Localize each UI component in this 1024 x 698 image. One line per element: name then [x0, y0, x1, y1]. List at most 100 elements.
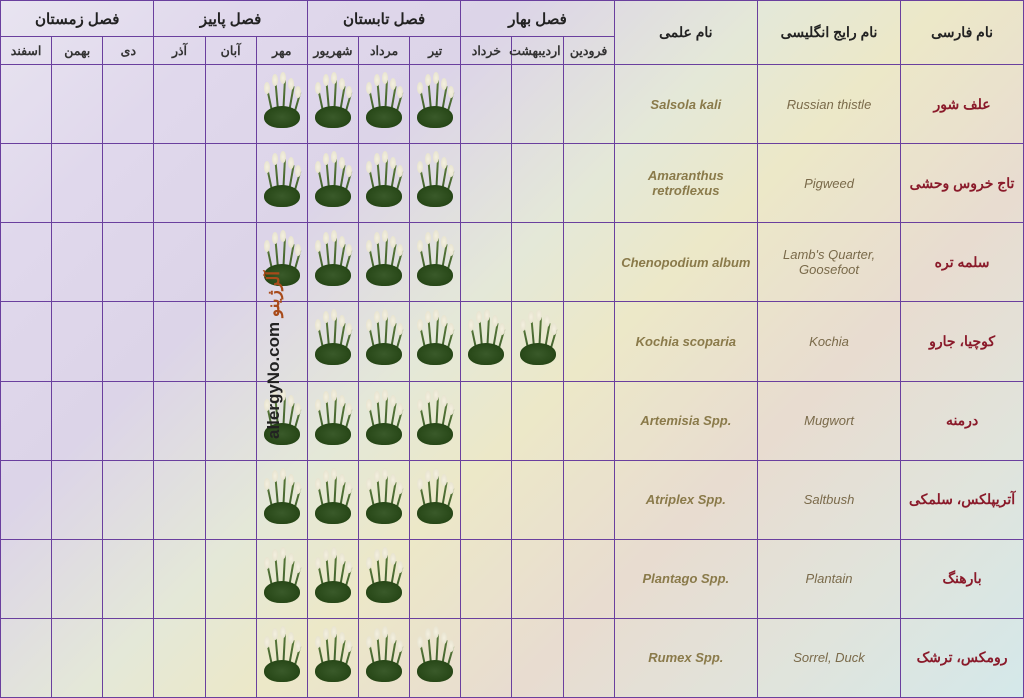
- season-spring: فصل بهار: [461, 1, 614, 37]
- month-cell: [563, 302, 614, 381]
- month-aban: آبان: [205, 37, 256, 65]
- plant-icon: [312, 395, 354, 447]
- month-cell: [1, 144, 52, 223]
- month-cell: [205, 223, 256, 302]
- month-cell: [461, 65, 512, 144]
- plant-icon: [363, 78, 405, 130]
- month-cell: [410, 539, 461, 618]
- month-bahman: بهمن: [52, 37, 103, 65]
- pollen-calendar-table: فصل زمستان فصل پاییز فصل تابستان فصل بها…: [0, 0, 1024, 698]
- plant-icon: [363, 236, 405, 288]
- month-cell: [512, 144, 563, 223]
- month-cell: [563, 144, 614, 223]
- farsi-name: آتریپلکس، سلمکی: [901, 460, 1024, 539]
- plant-icon: [363, 474, 405, 526]
- month-cell: [307, 539, 358, 618]
- month-cell: [256, 144, 307, 223]
- header-scientific: نام علمی: [614, 1, 757, 65]
- plant-icon: [414, 632, 456, 684]
- farsi-name: کوچیا، جارو: [901, 302, 1024, 381]
- table-row: Amaranthus retroflexusPigweedتاج خروس وح…: [1, 144, 1024, 223]
- month-cell: [154, 302, 205, 381]
- month-cell: [359, 381, 410, 460]
- plant-icon: [312, 157, 354, 209]
- month-cell: [563, 223, 614, 302]
- month-cell: [410, 65, 461, 144]
- month-cell: [256, 460, 307, 539]
- month-cell: [563, 381, 614, 460]
- farsi-name: سلمه تره: [901, 223, 1024, 302]
- month-cell: [154, 65, 205, 144]
- scientific-name: Artemisia Spp.: [614, 381, 757, 460]
- month-esfand: اسفند: [1, 37, 52, 65]
- month-cell: [205, 539, 256, 618]
- month-cell: [307, 144, 358, 223]
- month-cell: [256, 618, 307, 697]
- month-cell: [103, 223, 154, 302]
- season-autumn: فصل پاییز: [154, 1, 307, 37]
- month-cell: [52, 618, 103, 697]
- english-name: Lamb's Quarter, Goosefoot: [757, 223, 900, 302]
- scientific-name: Amaranthus retroflexus: [614, 144, 757, 223]
- plant-icon: [261, 236, 303, 288]
- month-cell: [205, 460, 256, 539]
- plant-icon: [312, 236, 354, 288]
- month-tir: تیر: [410, 37, 461, 65]
- plant-icon: [261, 157, 303, 209]
- table-row: Atriplex Spp.Saltbushآتریپلکس، سلمکی: [1, 460, 1024, 539]
- plant-icon: [414, 395, 456, 447]
- plant-icon: [312, 632, 354, 684]
- month-cell: [307, 460, 358, 539]
- month-cell: [512, 539, 563, 618]
- plant-icon: [414, 315, 456, 367]
- month-cell: [461, 460, 512, 539]
- plant-icon: [363, 553, 405, 605]
- plant-icon: [312, 315, 354, 367]
- month-cell: [52, 539, 103, 618]
- plant-icon: [363, 395, 405, 447]
- month-cell: [103, 302, 154, 381]
- month-cell: [307, 302, 358, 381]
- month-cell: [103, 618, 154, 697]
- month-cell: [52, 223, 103, 302]
- month-cell: [359, 223, 410, 302]
- month-cell: [512, 460, 563, 539]
- table-row: Plantago Spp.Plantainبارهنگ: [1, 539, 1024, 618]
- month-cell: [461, 539, 512, 618]
- month-cell: [256, 381, 307, 460]
- scientific-name: Kochia scoparia: [614, 302, 757, 381]
- month-cell: [1, 223, 52, 302]
- month-cell: [410, 144, 461, 223]
- month-cell: [1, 618, 52, 697]
- month-cell: [307, 65, 358, 144]
- month-cell: [1, 302, 52, 381]
- farsi-name: درمنه: [901, 381, 1024, 460]
- month-cell: [410, 460, 461, 539]
- plant-icon: [465, 315, 507, 367]
- month-cell: [256, 65, 307, 144]
- month-khordad: خرداد: [461, 37, 512, 65]
- month-cell: [205, 618, 256, 697]
- month-cell: [256, 223, 307, 302]
- english-name: Kochia: [757, 302, 900, 381]
- month-cell: [359, 65, 410, 144]
- month-cell: [512, 381, 563, 460]
- plant-icon: [363, 632, 405, 684]
- scientific-name: Rumex Spp.: [614, 618, 757, 697]
- month-cell: [103, 144, 154, 223]
- farsi-name: بارهنگ: [901, 539, 1024, 618]
- month-azar: آذر: [154, 37, 205, 65]
- english-name: Sorrel, Duck: [757, 618, 900, 697]
- month-farvardin: فرودین: [563, 37, 614, 65]
- month-cell: [154, 618, 205, 697]
- month-mehr: مهر: [256, 37, 307, 65]
- plant-icon: [261, 78, 303, 130]
- month-cell: [461, 381, 512, 460]
- month-cell: [563, 539, 614, 618]
- table-row: Salsola kaliRussian thistleعلف شور: [1, 65, 1024, 144]
- farsi-name: رومکس، ترشک: [901, 618, 1024, 697]
- month-cell: [563, 65, 614, 144]
- table-row: Rumex Spp.Sorrel, Duckرومکس، ترشک: [1, 618, 1024, 697]
- month-cell: [410, 618, 461, 697]
- month-cell: [154, 460, 205, 539]
